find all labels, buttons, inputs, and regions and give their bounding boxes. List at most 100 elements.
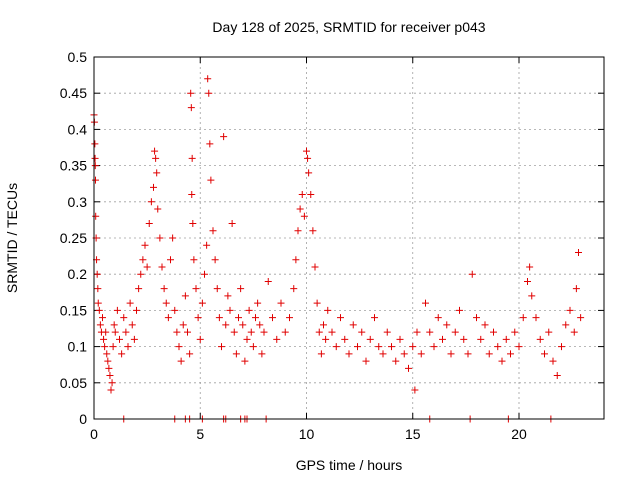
data-point-171	[498, 357, 506, 365]
data-point-90	[228, 220, 236, 228]
data-point-24	[108, 379, 116, 387]
data-point-84	[215, 314, 223, 322]
data-point-102	[254, 299, 262, 307]
data-point-3	[91, 154, 99, 162]
data-point-95	[239, 321, 247, 329]
y-tick-label-1: 0.05	[60, 375, 87, 391]
data-point-31	[120, 314, 128, 322]
data-point-128	[322, 335, 330, 343]
data-point-60	[177, 357, 185, 365]
data-point-56	[169, 234, 177, 242]
data-point-27	[111, 328, 119, 336]
data-point-71	[192, 285, 200, 293]
data-point-118	[303, 147, 310, 155]
data-point-119	[304, 154, 312, 162]
data-point-61	[179, 321, 187, 329]
data-point-59	[175, 343, 183, 351]
data-point-126	[317, 350, 325, 358]
data-point-145	[392, 357, 400, 365]
data-point-63	[184, 328, 191, 336]
data-point-192	[577, 314, 585, 322]
data-point-23	[107, 386, 115, 394]
data-point-173	[507, 350, 514, 358]
data-point-81	[209, 227, 217, 235]
data-point-169	[490, 328, 497, 336]
data-point-97	[243, 335, 251, 343]
data-point-93	[235, 314, 242, 322]
data-point-123	[311, 263, 319, 271]
data-point-178	[526, 263, 534, 271]
data-point-100	[249, 343, 257, 351]
data-point-121	[307, 191, 315, 199]
data-point-82	[211, 256, 219, 264]
data-point-5	[91, 176, 99, 184]
data-point-179	[528, 292, 536, 300]
data-point-20	[104, 357, 112, 365]
data-point-162	[460, 335, 468, 343]
data-point-4	[91, 162, 99, 170]
data-point-64	[186, 350, 194, 358]
data-point-98	[245, 306, 253, 314]
data-point-116	[298, 191, 306, 199]
data-point-180	[532, 314, 540, 322]
data-point-177	[524, 277, 531, 285]
data-point-129	[324, 306, 332, 314]
data-point-80	[207, 176, 215, 184]
data-point-125	[315, 328, 323, 336]
data-point-101	[252, 314, 259, 322]
x-tick-label-2: 10	[299, 426, 315, 442]
data-point-149	[409, 343, 417, 351]
data-point-186	[558, 343, 565, 351]
x-axis-label: GPS time / hours	[296, 457, 403, 473]
data-point-165	[473, 314, 480, 322]
y-tick-label-8: 0.4	[68, 121, 88, 137]
data-point-150	[411, 386, 419, 394]
data-point-34	[126, 299, 134, 307]
data-point-35	[128, 321, 136, 329]
data-point-48	[153, 169, 161, 177]
data-point-191	[575, 248, 582, 256]
data-point-42	[143, 263, 151, 271]
data-point-66	[187, 104, 195, 112]
data-point-112	[290, 285, 298, 293]
data-point-151	[413, 328, 421, 336]
data-point-58	[173, 328, 181, 336]
data-point-94	[237, 285, 245, 293]
data-point-158	[443, 321, 451, 329]
data-point-49	[154, 205, 162, 213]
data-point-167	[481, 321, 489, 329]
x-tick-label-4: 20	[511, 426, 527, 442]
data-point-67	[188, 191, 196, 199]
data-point-159	[447, 350, 455, 358]
data-point-32	[122, 328, 130, 336]
data-point-111	[286, 314, 293, 322]
data-point-50	[156, 234, 164, 242]
data-point-124	[313, 299, 321, 307]
data-point-103	[256, 321, 264, 329]
data-point-33	[124, 343, 132, 351]
data-point-21	[105, 364, 113, 372]
data-point-137	[358, 328, 366, 336]
data-point-83	[213, 285, 221, 293]
data-point-138	[362, 357, 370, 365]
data-point-153	[422, 299, 429, 307]
data-point-45	[150, 183, 157, 191]
data-point-19	[103, 350, 111, 358]
data-point-108	[273, 335, 281, 343]
data-point-157	[439, 335, 446, 343]
data-point-85	[218, 343, 225, 351]
data-point-44	[147, 198, 155, 206]
data-point-10	[94, 285, 102, 293]
data-point-130	[328, 328, 336, 336]
data-point-12	[95, 306, 103, 314]
data-point-190	[572, 285, 580, 293]
data-point-131	[332, 343, 340, 351]
data-point-139	[366, 335, 374, 343]
data-point-37	[133, 306, 140, 314]
grid	[94, 57, 604, 419]
data-point-156	[434, 314, 442, 322]
data-point-161	[456, 306, 463, 314]
data-point-38	[135, 285, 143, 293]
data-point-164	[468, 270, 476, 278]
data-point-135	[349, 321, 357, 329]
